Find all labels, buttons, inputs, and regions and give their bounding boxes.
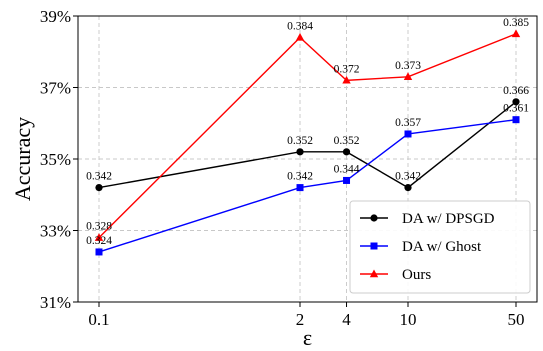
data-point bbox=[343, 176, 351, 184]
data-point bbox=[342, 75, 351, 84]
x-tick-label: 10 bbox=[400, 310, 417, 329]
legend-label: DA w/ DPSGD bbox=[402, 211, 495, 227]
y-tick-label: 39% bbox=[40, 7, 71, 26]
y-tick-label: 33% bbox=[40, 222, 71, 241]
data-label: 0.344 bbox=[334, 163, 360, 175]
x-axis-title: ε bbox=[303, 325, 312, 350]
data-label: 0.366 bbox=[503, 85, 529, 97]
data-point bbox=[511, 29, 521, 38]
data-point bbox=[512, 116, 520, 124]
legend-item: DA w/ Ghost bbox=[360, 239, 482, 255]
legend-box bbox=[349, 200, 531, 294]
x-tick-label: 0.1 bbox=[88, 310, 109, 329]
data-label: 0.342 bbox=[86, 171, 112, 183]
data-point bbox=[404, 130, 412, 138]
data-point bbox=[403, 72, 413, 80]
y-tick-label: 35% bbox=[40, 150, 71, 169]
x-tick-label: 2 bbox=[296, 310, 305, 329]
series-lines bbox=[94, 29, 521, 256]
data-label: 0.352 bbox=[287, 135, 313, 147]
data-point bbox=[342, 148, 351, 156]
tick-labels: 31% 33% 35% 37% 39% 0.1 2 4 10 50 bbox=[40, 7, 525, 329]
data-point bbox=[512, 98, 520, 106]
legend-marker bbox=[370, 242, 378, 250]
data-point bbox=[95, 184, 103, 192]
axes bbox=[73, 15, 538, 307]
x-tick-label: 4 bbox=[342, 310, 351, 329]
data-label: 0.384 bbox=[287, 20, 313, 32]
y-tick-label: 31% bbox=[40, 293, 71, 312]
y-tick-label: 37% bbox=[40, 79, 71, 98]
y-axis-title: Accuracy bbox=[10, 117, 35, 201]
data-label: 0.352 bbox=[334, 135, 360, 147]
data-point bbox=[296, 184, 304, 192]
data-label: 0.372 bbox=[334, 63, 360, 75]
data-label: 0.385 bbox=[503, 17, 529, 29]
data-point bbox=[295, 32, 305, 41]
data-point bbox=[404, 184, 412, 192]
legend-label: DA w/ Ghost bbox=[402, 239, 482, 255]
legend-item: Ours bbox=[360, 267, 431, 283]
data-label: 0.328 bbox=[86, 221, 112, 233]
legend: DA w/ DPSGD DA w/ Ghost Ours bbox=[349, 200, 531, 294]
data-label: 0.342 bbox=[287, 171, 313, 183]
data-label: 0.357 bbox=[395, 117, 421, 129]
legend-label: Ours bbox=[402, 267, 431, 283]
legend-marker bbox=[369, 269, 379, 278]
data-label: 0.361 bbox=[503, 103, 529, 115]
data-label: 0.342 bbox=[395, 171, 421, 183]
data-point bbox=[296, 148, 304, 156]
data-label: 0.324 bbox=[86, 235, 112, 247]
data-point bbox=[94, 233, 104, 241]
data-labels: 0.342 0.352 0.352 0.342 0.366 0.324 0.342 0.344… bbox=[86, 17, 529, 247]
x-tick-label: 50 bbox=[508, 310, 525, 329]
data-label: 0.373 bbox=[395, 60, 421, 72]
legend-item: DA w/ DPSGD bbox=[360, 211, 495, 227]
data-point bbox=[95, 248, 103, 256]
legend-marker bbox=[370, 214, 378, 222]
